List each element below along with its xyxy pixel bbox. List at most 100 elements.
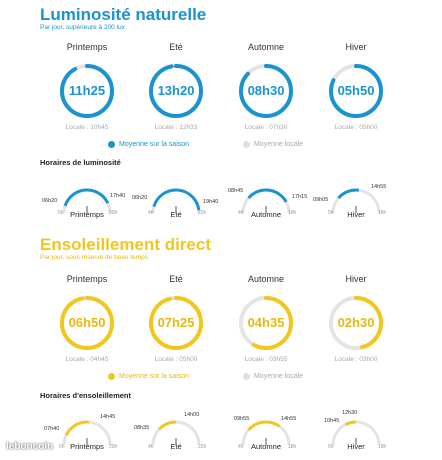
ensoleillement-title: Ensoleillement direct	[40, 235, 211, 254]
luminosite-subtitle: Par jour, supérieure à 200 lux	[40, 24, 125, 31]
gauge-name: Eté	[170, 210, 182, 219]
locale-ete: Locale : 12h33	[154, 124, 198, 131]
gauge-svg	[151, 420, 201, 446]
gauge-ensoleillement-printemps: 07h40 14h45 5h 20h Printemps	[44, 410, 127, 455]
legend-season-luminosite: Moyenne sur la saison	[108, 141, 189, 148]
gauge-ensoleillement-automne: 09h55 14h55 4h 18h Automne	[226, 410, 306, 455]
gauge-end: 17h40	[110, 193, 126, 199]
gauge-start: 10h45	[324, 418, 340, 424]
gauge-name: Automne	[250, 442, 282, 451]
ring-value: 11h25	[68, 83, 106, 98]
legend-dot-icon	[108, 373, 115, 380]
gauge-tick-left: 4h	[238, 444, 244, 450]
gauge-luminosite-automne: 08h45 17h15 4h 18h Automne	[226, 178, 308, 223]
ring-progress-arc	[60, 296, 114, 350]
gauge-end: 12h30	[342, 410, 358, 416]
locale-automne: Locale : 03h55	[244, 356, 288, 363]
luminosite-ring-hiver: 05h50	[326, 61, 386, 121]
gauge-tick-right: 18h	[378, 210, 387, 216]
luminosite-title: Luminosité naturelle	[40, 5, 207, 24]
gauge-svg	[62, 188, 112, 214]
gauge-name: Automne	[250, 210, 282, 219]
gauge-start: 09h55	[234, 416, 250, 422]
ensoleillement-ring-automne: 04h35	[236, 293, 296, 353]
legend-label: Moyenne sur la saison	[119, 373, 190, 380]
gauge-arc	[64, 420, 89, 436]
horaires-ensoleillement-title: Horaires d'ensoleillement	[40, 391, 131, 400]
gauge-arc	[247, 188, 288, 203]
gauge-end: 14h55	[281, 416, 297, 422]
gauge-luminosite-ete: 06h20 19h40 4h 22h Eté	[132, 178, 219, 223]
gauge-name: Eté	[170, 442, 182, 451]
gauge-arc	[337, 188, 360, 200]
gauge-ensoleillement-ete: 08h35 14h00 4h 22h Eté	[134, 410, 216, 455]
horaires-luminosite-title: Horaires de luminosité	[40, 158, 121, 167]
locale-printemps: Locale : 10h45	[65, 124, 109, 131]
gauge-name: Printemps	[70, 442, 104, 451]
legend-dot-icon	[108, 141, 115, 148]
gauge-tick-left: 4h	[148, 444, 154, 450]
gauge-arc	[247, 420, 281, 432]
gauge-svg	[241, 420, 291, 446]
ring-value: 07h25	[157, 315, 195, 330]
gauge-tick-left: 5h	[328, 210, 334, 216]
season-label-hiver: Hiver	[345, 274, 367, 284]
ring-value: 02h30	[337, 315, 375, 330]
season-label-ete: Eté	[169, 274, 183, 284]
ring-svg	[239, 64, 293, 118]
ring-svg	[60, 64, 114, 118]
legend-local-luminosite: Moyenne locale	[243, 141, 303, 148]
ensoleillement-ring-ete: 07h25	[146, 293, 206, 353]
ring-progress-arc	[329, 296, 383, 350]
luminosite-ring-automne: 08h30	[236, 61, 296, 121]
gauge-svg	[331, 188, 381, 214]
locale-hiver: Locale : 05h00	[334, 124, 378, 131]
ring-value: 13h20	[157, 83, 195, 98]
gauge-svg	[331, 420, 381, 446]
ring-svg	[329, 296, 383, 350]
legend-label: Moyenne locale	[254, 373, 304, 380]
legend-season-ensoleillement: Moyenne sur la saison	[108, 373, 189, 380]
gauge-tick-left: 4h	[148, 210, 154, 216]
season-label-automne: Automne	[247, 274, 285, 284]
season-label-printemps: Printemps	[66, 274, 108, 284]
ensoleillement-ring-hiver: 02h30	[326, 293, 386, 353]
gauge-name: Printemps	[70, 210, 104, 219]
ring-svg	[60, 296, 114, 350]
ring-svg	[329, 64, 383, 118]
gauge-tick-right: 18h	[378, 444, 387, 450]
ring-progress-arc	[239, 296, 293, 350]
gauge-end: 19h40	[203, 199, 219, 205]
gauge-end: 14h45	[100, 414, 116, 420]
gauge-name: Hiver	[347, 210, 365, 219]
ring-progress-arc	[329, 64, 383, 118]
season-label-automne: Automne	[247, 42, 285, 52]
gauge-luminosite-printemps: 06h20 17h40 5h 20h Printemps	[42, 178, 127, 223]
gauge-arc	[158, 420, 177, 431]
gauge-start: 09h05	[313, 197, 329, 203]
gauge-end: 14h55	[371, 184, 387, 190]
gauge-start: 07h40	[44, 426, 60, 432]
legend-dot-icon	[243, 141, 250, 148]
ring-value: 04h35	[247, 315, 285, 330]
gauge-ensoleillement-hiver: 10h45 12h30 5h 18h Hiver	[316, 410, 396, 455]
gauge-start: 08h45	[228, 188, 244, 194]
gauge-luminosite-hiver: 09h05 14h55 5h 18h Hiver	[313, 178, 396, 223]
ring-value: 08h30	[247, 83, 285, 98]
locale-hiver: Locale : 03h00	[334, 356, 378, 363]
legend-dot-icon	[243, 373, 250, 380]
legend-label: Moyenne sur la saison	[119, 141, 190, 148]
locale-automne: Locale : 07h30	[244, 124, 288, 131]
gauge-end: 17h15	[292, 194, 308, 200]
gauge-svg	[151, 188, 201, 214]
gauge-tick-right: 22h	[198, 210, 207, 216]
ring-svg	[149, 296, 203, 350]
season-label-printemps: Printemps	[66, 42, 108, 52]
gauge-start: 06h20	[132, 195, 148, 201]
season-label-ete: Eté	[169, 42, 183, 52]
locale-printemps: Locale : 04h45	[65, 356, 109, 363]
gauge-tick-left: 5h	[59, 444, 65, 450]
gauge-start: 08h35	[134, 425, 150, 431]
ring-progress-arc	[149, 296, 203, 350]
luminosite-ring-printemps: 11h25	[57, 61, 117, 121]
